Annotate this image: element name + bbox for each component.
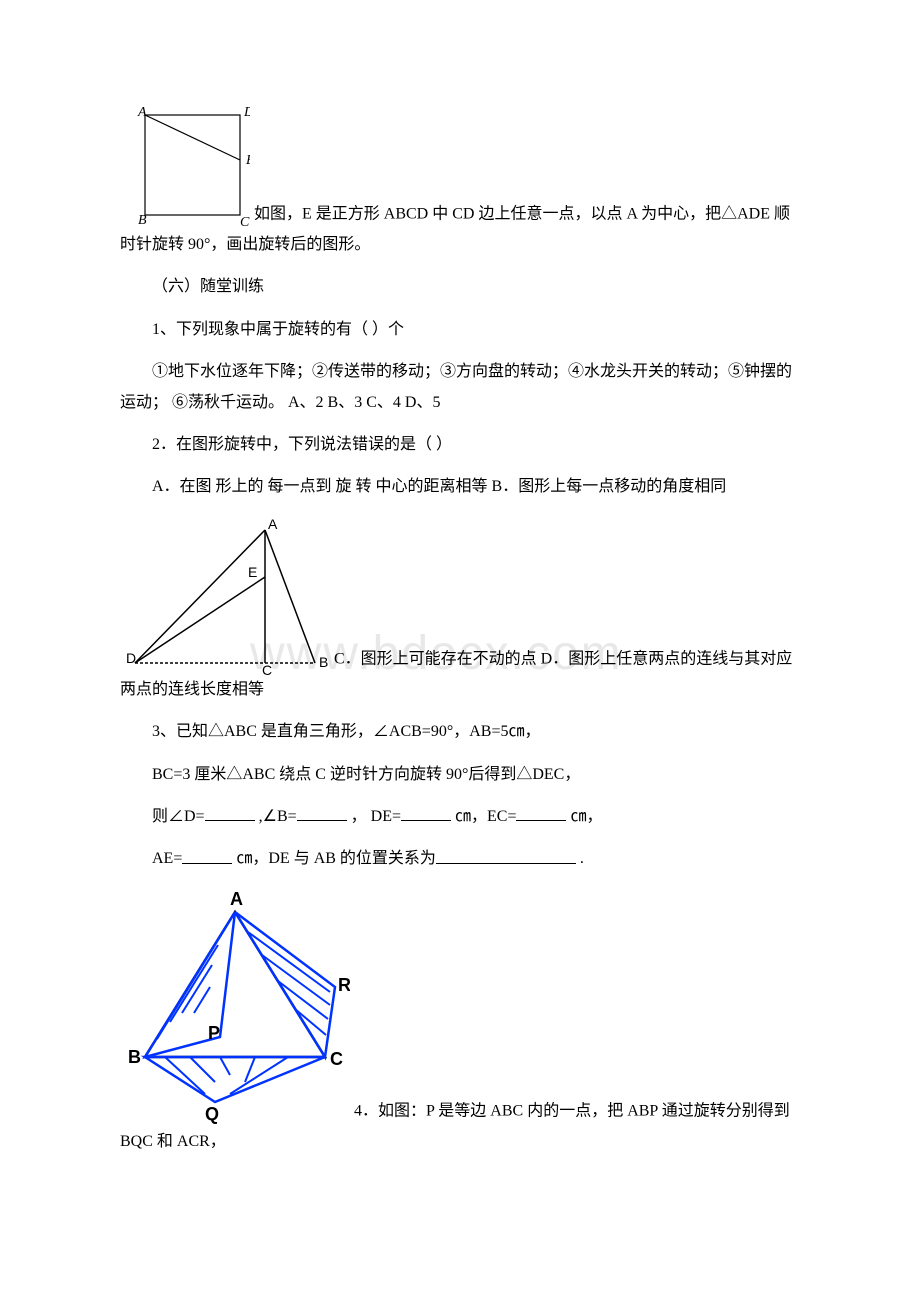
- q3-l4-a: AE=: [152, 851, 182, 868]
- q3-l3-e: ㎝，: [570, 808, 602, 825]
- svg-text:B: B: [319, 654, 328, 670]
- blank-rel: [436, 844, 576, 863]
- svg-text:A: A: [137, 105, 147, 120]
- svg-text:P: P: [208, 1023, 220, 1043]
- svg-text:D: D: [243, 105, 250, 120]
- q3-l3-b: ,∠B=: [259, 808, 297, 825]
- blank-d: [205, 802, 255, 821]
- figure-1-row: A D E B C 如图，E 是正方形 ABCD 中 CD 边上任意一点，以点 …: [120, 100, 800, 260]
- figure-2-row: A B C D E C．图形上可能存在不动的点 D．图形上任意两点的连线与其对应…: [120, 515, 800, 705]
- svg-text:A: A: [230, 889, 243, 909]
- svg-text:B: B: [138, 213, 147, 228]
- q1-items: ①地下水位逐年下降；②传送带的移动；③方向盘的转动；④水龙头开关的转动；⑤钟摆的…: [120, 357, 800, 418]
- svg-text:C: C: [262, 662, 272, 675]
- q1-stem: 1、下列现象中属于旋转的有（ ）个: [120, 315, 800, 345]
- svg-text:E: E: [245, 153, 250, 168]
- q3-l3-c: ， DE=: [351, 808, 401, 825]
- q3-l3-a: 则∠D=: [152, 808, 205, 825]
- blank-de: [401, 802, 451, 821]
- q2-opt-a: A．在图 形上的 每一点到 旋 转 中心的距离相等 B．图形上每一点移动的角度相…: [120, 472, 800, 502]
- svg-text:E: E: [248, 564, 257, 580]
- figure-2-triangle: A B C D E: [120, 515, 330, 675]
- q3-line4: AE= ㎝，DE 与 AB 的位置关系为 .: [120, 844, 800, 875]
- q3-line3: 则∠D= ,∠B= ， DE= ㎝，EC= ㎝，: [120, 802, 800, 833]
- svg-text:B: B: [128, 1047, 141, 1067]
- svg-text:C: C: [240, 215, 250, 230]
- svg-text:Q: Q: [205, 1104, 219, 1124]
- section-6-heading: （六）随堂训练: [120, 272, 800, 302]
- svg-text:C: C: [330, 1049, 343, 1069]
- figure-3-equilateral: A B C P Q R: [120, 887, 350, 1127]
- blank-ae: [182, 844, 232, 863]
- q3-line1: 3、已知△ABC 是直角三角形，∠ACB=90°，AB=5㎝，: [120, 717, 800, 747]
- q3-l4-b: ㎝，DE 与 AB 的位置关系为: [236, 851, 436, 868]
- svg-text:A: A: [268, 516, 278, 532]
- q3-line2: BC=3 厘米△ABC 绕点 C 逆时针方向旋转 90°后得到△DEC，: [120, 760, 800, 790]
- q3-l3-d: ㎝，EC=: [455, 808, 516, 825]
- figure-1-square: A D E B C: [120, 100, 250, 230]
- q2-stem: 2．在图形旋转中，下列说法错误的是（ ）: [120, 430, 800, 460]
- svg-text:R: R: [338, 975, 350, 995]
- blank-b: [297, 802, 347, 821]
- q3-l4-c: .: [580, 851, 584, 868]
- figure-3-row: A B C P Q R 4．如图：P 是等边 ABC 内的一点，把 ABP 通过…: [120, 887, 800, 1157]
- blank-ec: [516, 802, 566, 821]
- svg-text:D: D: [126, 650, 136, 666]
